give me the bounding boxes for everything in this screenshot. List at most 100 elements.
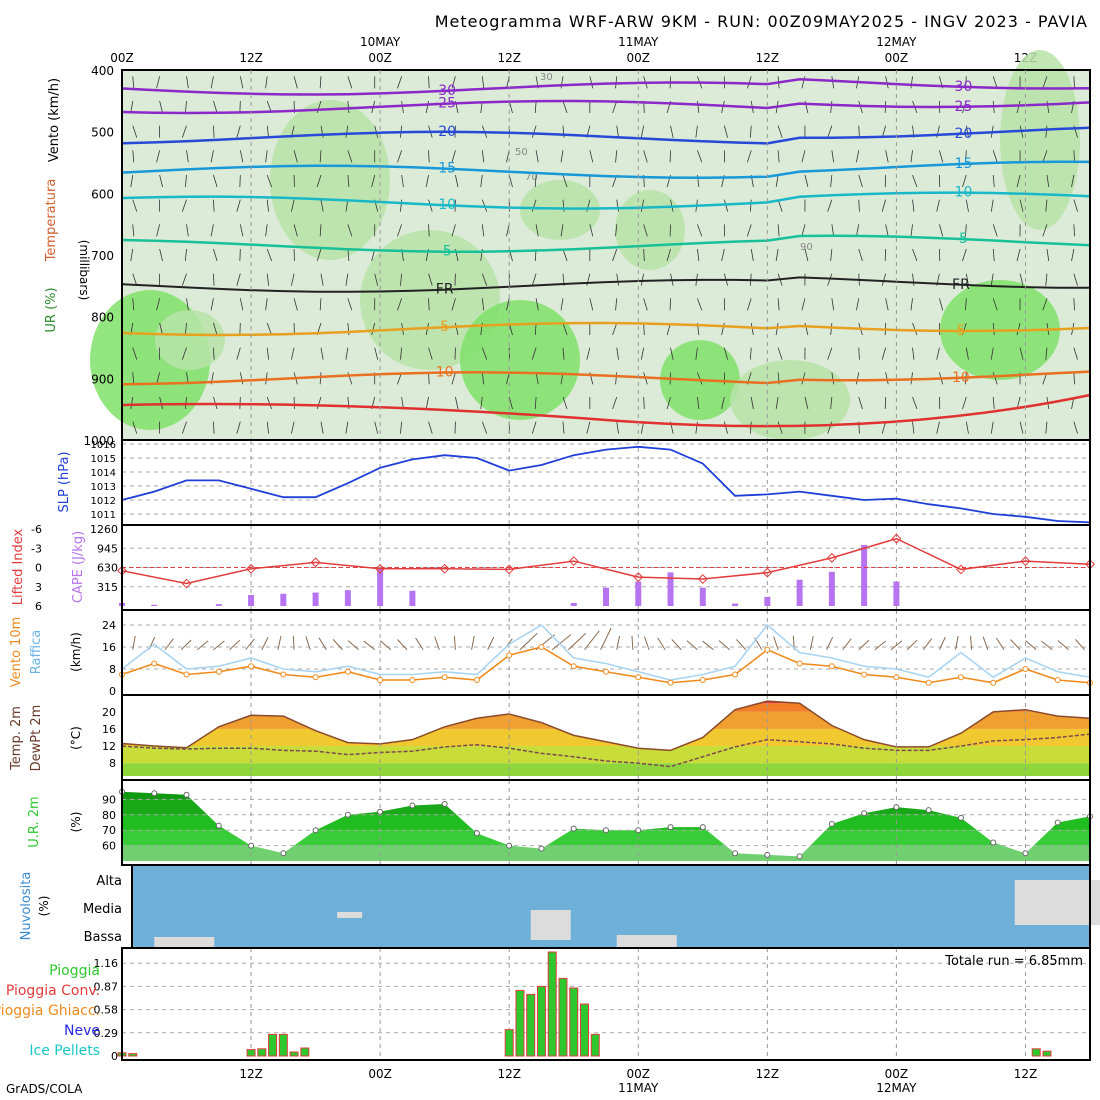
- wind-barb: [965, 150, 967, 163]
- wind-barb: [534, 396, 537, 410]
- wind-arrow: [826, 636, 834, 650]
- cloud-axis-label: Nuvolosita: [19, 872, 34, 941]
- wind-arrow: [363, 640, 376, 651]
- wind-barb: [643, 322, 645, 336]
- rh2m-marker: [990, 839, 997, 846]
- wind-barb: [912, 199, 915, 212]
- wind-barb: [186, 76, 189, 89]
- wind-barb: [156, 150, 161, 163]
- wind-barb: [777, 125, 783, 138]
- wind-barb: [213, 100, 218, 114]
- cape-bar: [732, 603, 739, 606]
- wind-arrow: [809, 635, 814, 650]
- wind-arrow: [890, 640, 903, 651]
- wind-barb: [1073, 347, 1078, 360]
- wind-barb: [319, 76, 322, 89]
- wind-barb: [531, 273, 537, 286]
- wind10-marker: [635, 674, 642, 681]
- wind-tick-label: 8: [109, 663, 116, 676]
- wind-barb: [1042, 76, 1048, 89]
- wind-barb: [912, 396, 918, 410]
- wind-barb: [508, 100, 513, 114]
- wind10-marker: [699, 677, 706, 683]
- temp-unit-label: (°C): [69, 726, 83, 750]
- cape-bar: [796, 579, 803, 606]
- temperature-isoline: [121, 321, 1091, 337]
- wind-barb: [345, 125, 349, 138]
- temperature-isoline: [121, 78, 1091, 96]
- wind-barb: [697, 248, 700, 262]
- wind-barb: [239, 372, 244, 385]
- wind-barb: [184, 174, 187, 188]
- wind-barb: [697, 372, 703, 385]
- wind-barb: [670, 125, 674, 138]
- wind-barb: [1046, 248, 1050, 262]
- wind-barb: [156, 372, 161, 385]
- rh2m-marker: [603, 827, 609, 834]
- rh2m-marker: [925, 807, 932, 814]
- wind-barb: [992, 322, 995, 336]
- li-tick-label: -3: [31, 542, 42, 555]
- slp-tick-label: 1013: [91, 482, 116, 493]
- wind-barb: [912, 248, 918, 262]
- wind-barb: [723, 421, 728, 434]
- wind-barb: [266, 199, 270, 212]
- wind-barb: [481, 76, 485, 89]
- wind-barb: [750, 322, 754, 336]
- wind-barb: [132, 150, 135, 163]
- wind-barb: [320, 273, 324, 286]
- slp-tick-label: 1015: [91, 454, 116, 465]
- wind10-marker: [828, 663, 835, 670]
- wind-arrow: [245, 638, 255, 651]
- wind-barb: [910, 76, 913, 89]
- cloud-level-label: Alta: [96, 874, 122, 889]
- wind-barb: [830, 174, 833, 188]
- wind-barb: [831, 298, 835, 311]
- dewpt-axis-label: DewPt 2m: [29, 705, 44, 772]
- wind-barb: [589, 150, 594, 163]
- wind-arrow: [1041, 640, 1053, 651]
- wind-barb: [184, 100, 187, 114]
- wind-barb: [612, 396, 618, 410]
- wind-barb: [1073, 372, 1075, 385]
- wind-barb: [132, 273, 138, 286]
- cape-bar: [764, 596, 771, 606]
- wind-barb: [213, 322, 218, 336]
- rh-background: [122, 70, 1090, 440]
- wind-barb: [347, 76, 353, 89]
- date-label-top: 12MAY: [876, 35, 917, 49]
- cloud-cover-area: [154, 937, 215, 947]
- wind-barb: [1073, 298, 1075, 311]
- wind-barb: [531, 421, 537, 434]
- cape-bar: [280, 593, 287, 606]
- wind-barb: [990, 273, 994, 286]
- wind-barb: [481, 347, 488, 360]
- temp-color-band: [122, 746, 1090, 764]
- wind-barb: [801, 150, 806, 163]
- date-label-bottom: 12MAY: [876, 1081, 917, 1095]
- wind-barb: [962, 174, 967, 188]
- wind-barb: [643, 224, 648, 237]
- wind-arrow: [773, 636, 779, 650]
- wind-barb: [697, 100, 700, 114]
- li-tick-label: -6: [31, 523, 42, 536]
- rh2m-marker: [183, 791, 190, 798]
- cape-bar: [699, 587, 706, 606]
- temperature-isoline-label: -10: [433, 197, 456, 213]
- wind-barb: [156, 224, 161, 237]
- wind-barb: [1073, 150, 1075, 163]
- temp2m-axis-label: Temp. 2m: [9, 706, 24, 771]
- wind-barb: [481, 224, 485, 237]
- rh-area: [520, 180, 600, 240]
- wind-barb: [319, 150, 322, 163]
- wind-barb: [1073, 421, 1078, 434]
- pressure-tick-label: 900: [91, 372, 114, 386]
- wind-barb: [992, 248, 995, 262]
- wind-barb: [992, 298, 998, 311]
- temperature-isoline-label: -15: [949, 156, 972, 172]
- wind-barb: [1071, 248, 1075, 262]
- rh2m-marker: [861, 810, 868, 817]
- wind-barb: [831, 76, 835, 89]
- wind-barb: [615, 224, 618, 237]
- wind-barb: [939, 150, 944, 163]
